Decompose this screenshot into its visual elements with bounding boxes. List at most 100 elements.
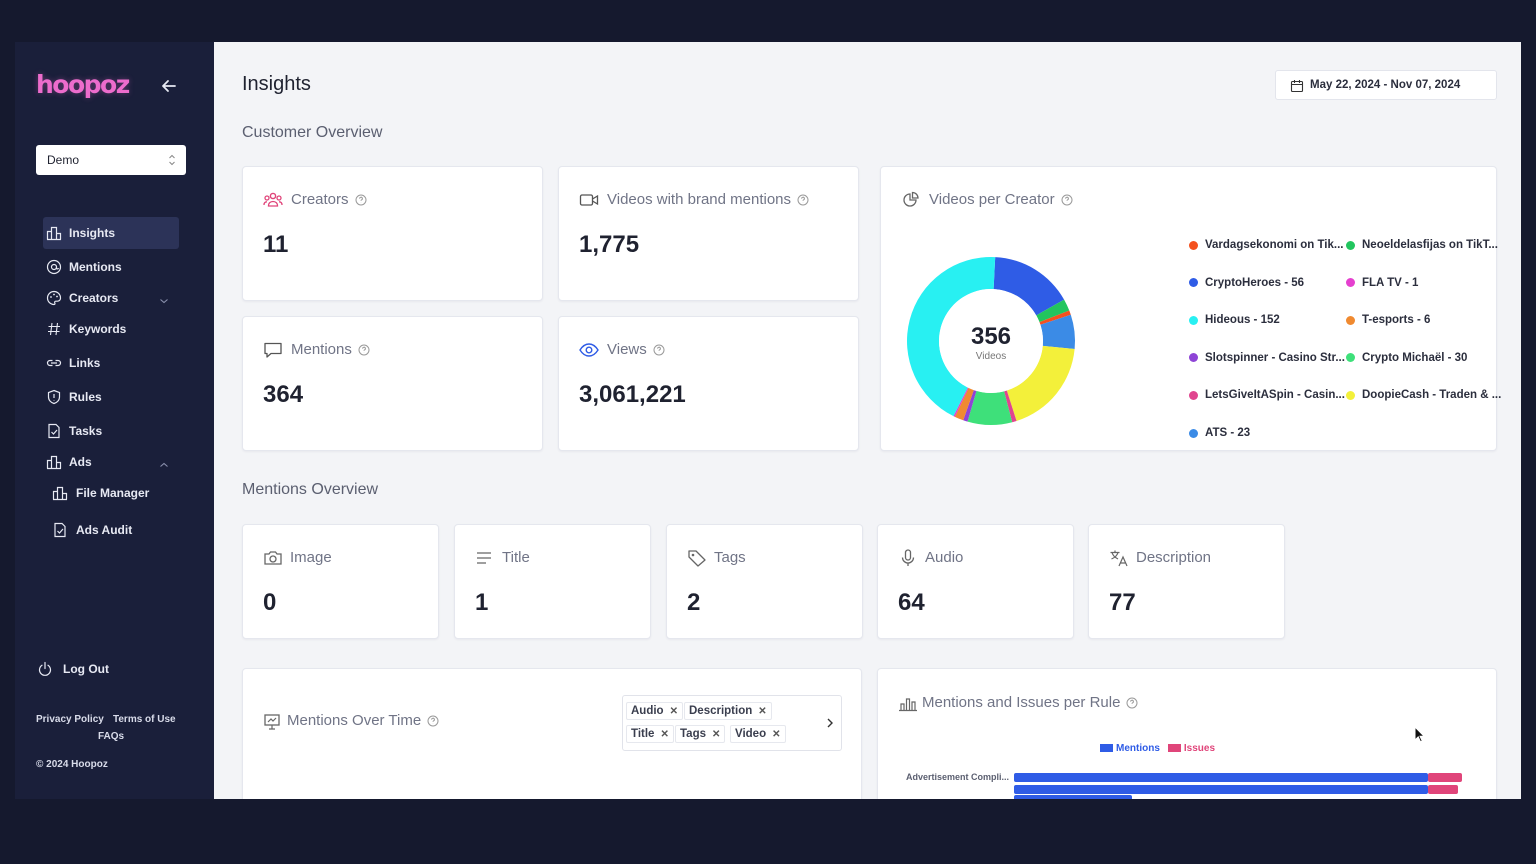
title-mentions-card[interactable]: Title 1 bbox=[454, 524, 651, 639]
organization-select[interactable]: Demo bbox=[36, 145, 186, 175]
creators-card[interactable]: Creators 11 bbox=[242, 166, 543, 301]
donut-slice[interactable] bbox=[1004, 390, 1017, 423]
legend-dot bbox=[1189, 240, 1198, 250]
shield-icon bbox=[46, 389, 62, 405]
sidebar-item-links[interactable]: Links bbox=[43, 347, 179, 379]
legend-item[interactable]: Neoeldelasfijas on TikT... bbox=[1346, 239, 1498, 251]
chevron-right-icon[interactable] bbox=[825, 716, 835, 730]
sidebar-item-ads[interactable]: Ads bbox=[43, 446, 179, 478]
filter-chip-video[interactable]: Video ✕ bbox=[730, 725, 786, 743]
donut-slice[interactable] bbox=[967, 390, 1013, 425]
legend-item[interactable]: ATS - 23 bbox=[1189, 427, 1250, 439]
faqs-link[interactable]: FAQs bbox=[98, 731, 125, 742]
views-card[interactable]: Views 3,061,221 bbox=[558, 316, 859, 451]
sidebar-item-label: Rules bbox=[69, 390, 102, 404]
filter-chip-audio[interactable]: Audio ✕ bbox=[626, 702, 683, 720]
legend-item[interactable]: Crypto Michaël - 30 bbox=[1346, 352, 1467, 364]
chip-label: Description bbox=[689, 705, 753, 717]
filter-chip-description[interactable]: Description ✕ bbox=[684, 702, 772, 720]
legend-item[interactable]: Slotspinner - Casino Str... bbox=[1189, 352, 1345, 364]
palette-icon bbox=[46, 290, 62, 306]
description-mentions-card[interactable]: Description 77 bbox=[1088, 524, 1285, 639]
donut-slice[interactable] bbox=[1036, 299, 1070, 323]
legend-issues[interactable]: Issues bbox=[1167, 743, 1215, 754]
help-circle-icon[interactable] bbox=[797, 194, 809, 206]
logout-button[interactable]: Log Out bbox=[37, 659, 109, 679]
sidebar-item-ads-audit[interactable]: Ads Audit bbox=[43, 514, 179, 546]
sidebar-item-keywords[interactable]: Keywords bbox=[43, 313, 179, 345]
remove-chip-icon[interactable]: ✕ bbox=[712, 729, 721, 740]
help-circle-icon[interactable] bbox=[355, 194, 367, 206]
donut-slice[interactable] bbox=[1006, 345, 1075, 422]
audio-value: 64 bbox=[898, 589, 925, 616]
issues-bar[interactable] bbox=[1428, 785, 1458, 794]
filter-chip-tags[interactable]: Tags ✕ bbox=[675, 725, 726, 743]
legend-dot bbox=[1346, 240, 1355, 250]
help-circle-icon[interactable] bbox=[653, 344, 665, 356]
mentions-card[interactable]: Mentions 364 bbox=[242, 316, 543, 451]
mentions-bar[interactable] bbox=[1014, 773, 1429, 782]
legend-dot bbox=[1189, 428, 1198, 438]
card-label: Mentions Over Time bbox=[287, 712, 439, 729]
legend-item[interactable]: Hideous - 152 bbox=[1189, 314, 1280, 326]
mouse-cursor-icon bbox=[1414, 725, 1426, 743]
remove-chip-icon[interactable]: ✕ bbox=[758, 706, 767, 717]
card-label: Mentions bbox=[291, 341, 370, 358]
pie-chart-icon bbox=[901, 191, 921, 209]
donut-slice[interactable] bbox=[993, 257, 1065, 316]
videos-donut-chart[interactable]: 356 Videos bbox=[901, 251, 1081, 431]
image-label: Image bbox=[290, 549, 332, 566]
customer-overview-title: Customer Overview bbox=[242, 124, 383, 141]
privacy-policy-link[interactable]: Privacy Policy bbox=[36, 714, 104, 725]
rules-chart-legend: Mentions Issues bbox=[1100, 743, 1215, 754]
filter-chip-title[interactable]: Title ✕ bbox=[626, 725, 674, 743]
legend-label: Slotspinner - Casino Str... bbox=[1205, 351, 1345, 364]
sidebar-item-insights[interactable]: Insights bbox=[43, 217, 179, 249]
brand-logo[interactable]: hoopoz bbox=[36, 70, 130, 99]
legend-item[interactable]: CryptoHeroes - 56 bbox=[1189, 277, 1304, 289]
at-sign-icon bbox=[46, 259, 62, 275]
help-circle-icon[interactable] bbox=[427, 715, 439, 727]
help-circle-icon[interactable] bbox=[358, 344, 370, 356]
image-mentions-card[interactable]: Image 0 bbox=[242, 524, 439, 639]
sidebar-item-file-manager[interactable]: File Manager bbox=[43, 477, 179, 509]
videos-per-creator-label: Videos per Creator bbox=[929, 191, 1055, 208]
videos-brand-mentions-card[interactable]: Videos with brand mentions 1,775 bbox=[558, 166, 859, 301]
legend-label: FLA TV - 1 bbox=[1362, 276, 1419, 289]
help-circle-icon[interactable] bbox=[1061, 194, 1073, 206]
mentions-bar[interactable] bbox=[1014, 785, 1429, 794]
donut-slice[interactable] bbox=[907, 257, 996, 417]
remove-chip-icon[interactable]: ✕ bbox=[660, 729, 669, 740]
donut-slice[interactable] bbox=[1039, 310, 1071, 325]
legend-item[interactable]: Vardagsekonomi on Tik... bbox=[1189, 239, 1343, 251]
legend-item[interactable]: T-esports - 6 bbox=[1346, 314, 1430, 326]
help-circle-icon[interactable] bbox=[1126, 697, 1138, 709]
legend-label: CryptoHeroes - 56 bbox=[1205, 276, 1305, 289]
card-label: Creators bbox=[291, 191, 367, 208]
sidebar-item-rules[interactable]: Rules bbox=[43, 381, 179, 413]
donut-slice[interactable] bbox=[954, 387, 974, 421]
date-range-picker[interactable]: May 22, 2024 - Nov 07, 2024 bbox=[1275, 70, 1497, 100]
sidebar-item-mentions[interactable]: Mentions bbox=[43, 251, 179, 283]
sidebar-item-creators[interactable]: Creators bbox=[43, 282, 179, 314]
audio-mentions-card[interactable]: Audio 64 bbox=[877, 524, 1074, 639]
donut-slice[interactable] bbox=[953, 387, 969, 417]
legend-mentions[interactable]: Mentions bbox=[1100, 743, 1160, 754]
remove-chip-icon[interactable]: ✕ bbox=[772, 729, 781, 740]
remove-chip-icon[interactable]: ✕ bbox=[669, 706, 678, 717]
legend-label: DoopieCash - Traden & ... bbox=[1362, 389, 1502, 402]
hash-icon bbox=[46, 321, 62, 337]
donut-slice[interactable] bbox=[1040, 314, 1075, 349]
legend-dot bbox=[1346, 390, 1355, 400]
legend-item[interactable]: FLA TV - 1 bbox=[1346, 277, 1418, 289]
legend-item[interactable]: LetsGiveItASpin - Casin... bbox=[1189, 389, 1345, 401]
donut-slice[interactable] bbox=[963, 390, 977, 422]
mention-type-filter[interactable]: Audio ✕ Description ✕ Title ✕ Tags ✕ Video ✕ bbox=[622, 695, 842, 751]
mentions-bar[interactable] bbox=[1014, 795, 1133, 799]
sidebar-item-tasks[interactable]: Tasks bbox=[43, 415, 179, 447]
issues-bar[interactable] bbox=[1428, 773, 1462, 782]
tags-mentions-card[interactable]: Tags 2 bbox=[666, 524, 863, 639]
terms-of-use-link[interactable]: Terms of Use bbox=[113, 714, 176, 725]
collapse-sidebar-arrow-icon[interactable] bbox=[159, 76, 179, 96]
legend-item[interactable]: DoopieCash - Traden & ... bbox=[1346, 389, 1501, 401]
